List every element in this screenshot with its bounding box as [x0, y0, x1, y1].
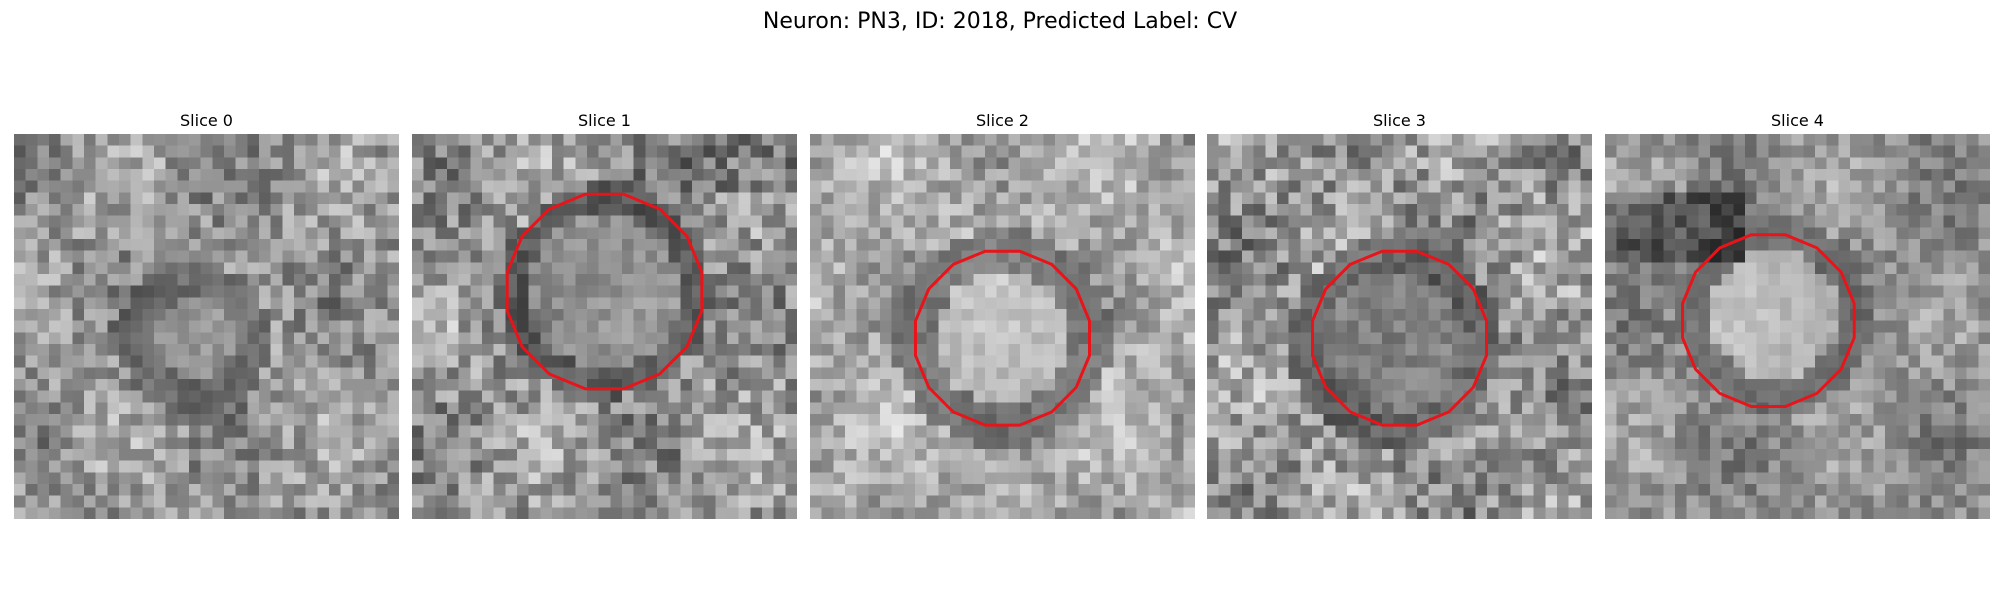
- contour-outline-1: [505, 192, 704, 391]
- slice-title-3: Slice 3: [1373, 111, 1426, 130]
- slice-image-0: [14, 134, 399, 519]
- slice-image-2: [810, 134, 1195, 519]
- slice-title-4: Slice 4: [1771, 111, 1824, 130]
- figure-title: Neuron: PN3, ID: 2018, Predicted Label: …: [762, 9, 1238, 34]
- slice-title-2: Slice 2: [976, 111, 1029, 130]
- slice-title-1: Slice 1: [578, 111, 631, 130]
- slice-image-4: [1605, 134, 1990, 519]
- slice-image-1: [412, 134, 797, 519]
- slice-title-0: Slice 0: [180, 111, 233, 130]
- slice-image-3: [1207, 134, 1592, 519]
- contour-outline-4: [1681, 233, 1856, 408]
- contour-outline-2: [914, 249, 1091, 427]
- contour-outline-3: [1311, 249, 1488, 427]
